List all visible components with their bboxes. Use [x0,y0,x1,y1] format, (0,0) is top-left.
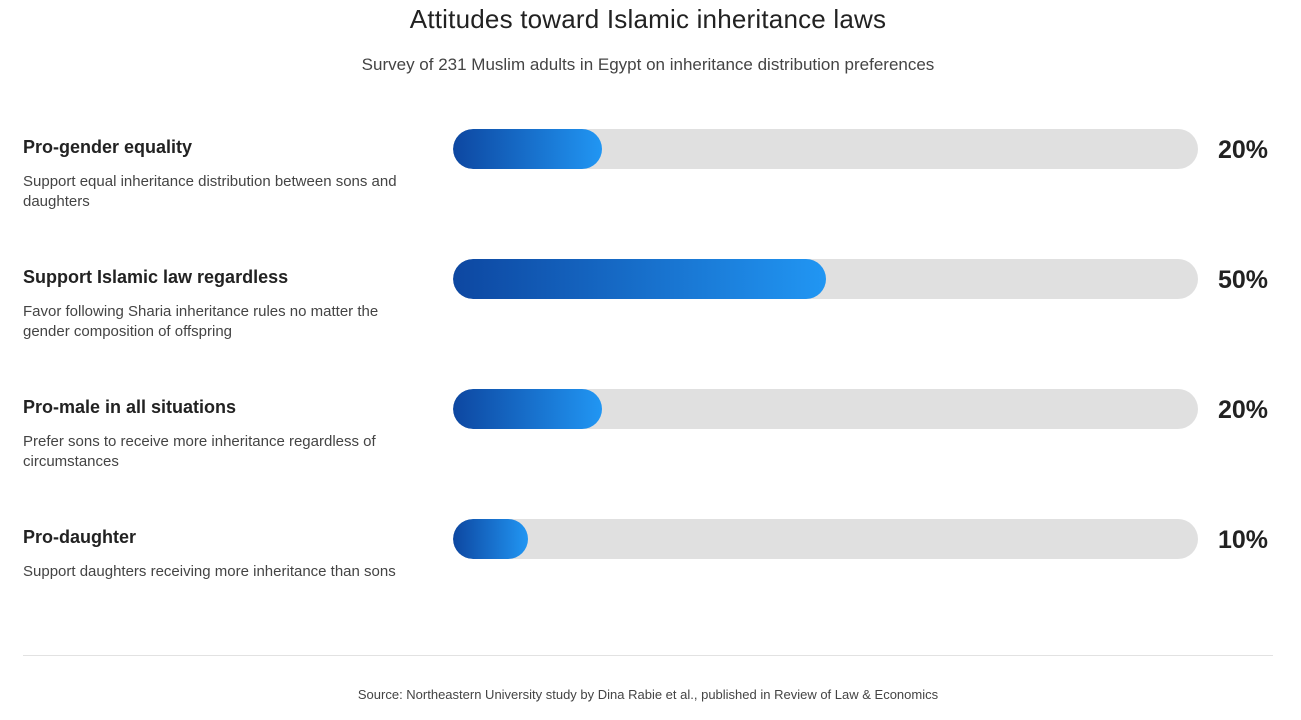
bar-row-pro-daughter: Pro-daughter Support daughters receiving… [23,519,1283,637]
chart-title: Attitudes toward Islamic inheritance law… [409,4,887,34]
source-note: Source: Northeastern University study by… [357,687,939,702]
bar-label: Pro-daughter [23,527,137,547]
bar-label: Pro-gender equality [23,137,193,157]
chart-subtitle: Survey of 231 Muslim adults in Egypt on … [361,55,935,74]
bar-track [453,129,1198,169]
bar-fill [453,259,826,299]
bar-track [453,259,1198,299]
bar-value-label: 10% [1218,526,1269,554]
bar-label: Support Islamic law regardless [23,267,289,287]
bar-description: Favor following Sharia inheritance rules… [23,303,379,340]
bar-value-label: 20% [1218,396,1269,424]
bar-row-pro-gender-equality: Pro-gender equality Support equal inheri… [23,129,1283,247]
footer-divider [23,655,1273,656]
bar-row-support-islamic-law: Support Islamic law regardless Favor fol… [23,259,1283,377]
bar-description: Prefer sons to receive more inheritance … [23,433,376,470]
bar-description: Support daughters receiving more inherit… [23,563,396,580]
bar-row-pro-male: Pro-male in all situations Prefer sons t… [23,389,1283,507]
bar-description: Support equal inheritance distribution b… [23,173,397,210]
bar-track [453,389,1198,429]
bar-fill [453,129,602,169]
bar-value-label: 50% [1218,266,1269,294]
bar-value-label: 20% [1218,136,1269,164]
bar-fill [453,389,602,429]
bar-track [453,519,1198,559]
bar-fill [453,519,528,559]
bar-label: Pro-male in all situations [23,397,237,417]
